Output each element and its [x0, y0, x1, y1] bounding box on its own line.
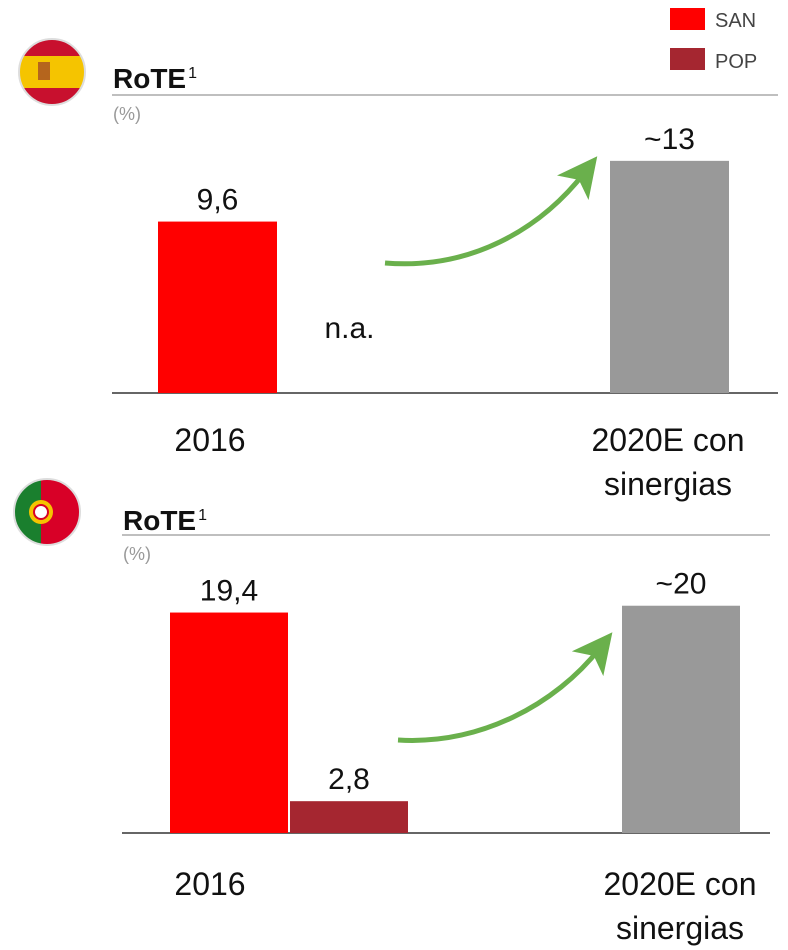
flag-spain — [18, 38, 86, 106]
bar — [158, 221, 277, 393]
bar — [622, 605, 740, 833]
legend-label: SAN — [715, 10, 756, 32]
growth-arrow — [397, 632, 613, 743]
chart-title: RoTE — [113, 63, 186, 94]
value-label: 19,4 — [200, 575, 258, 608]
x-tick-label: 2016 — [174, 866, 246, 902]
x-tick-label: 2020E con sinergias — [603, 866, 757, 946]
bar — [290, 801, 408, 833]
bar — [610, 160, 729, 393]
legend-swatch — [670, 48, 705, 70]
title-superscript: 1 — [188, 65, 197, 82]
bar — [170, 612, 288, 833]
value-label: ~20 — [656, 568, 707, 601]
x-tick-label: 2020E con sinergias — [591, 422, 745, 502]
value-label: 2,8 — [328, 763, 370, 796]
value-label: 9,6 — [197, 184, 239, 217]
legend-label: POP — [715, 51, 757, 73]
legend-swatch — [670, 8, 705, 30]
x-tick-label: 2016 — [174, 422, 246, 458]
unit-label: (%) — [113, 104, 141, 124]
chart-title: RoTE — [123, 505, 196, 536]
value-label: n.a. — [324, 312, 374, 345]
growth-arrow — [384, 156, 598, 267]
flag-portugal — [13, 478, 81, 546]
title-superscript: 1 — [198, 507, 207, 524]
value-label: ~13 — [644, 123, 695, 156]
unit-label: (%) — [123, 544, 151, 564]
